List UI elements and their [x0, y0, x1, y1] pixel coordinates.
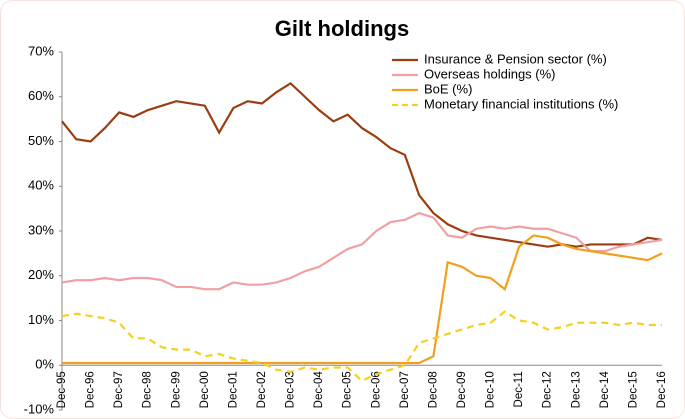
x-tick-label: Dec-05: [342, 371, 354, 408]
x-tick-label: Dec-13: [570, 371, 582, 408]
x-tick-label: Dec-08: [427, 371, 439, 408]
x-tick-label: Dec-12: [542, 371, 554, 408]
x-tick-label: Dec-95: [56, 371, 68, 408]
x-tick-label: Dec-02: [256, 371, 268, 408]
y-tick-label: -10%: [24, 401, 55, 416]
series-line: [61, 211, 663, 291]
y-tick-label: 60%: [28, 88, 54, 103]
chart-title: Gilt holdings: [275, 16, 409, 41]
x-tick-label: Dec-01: [227, 371, 239, 408]
x-tick-label: Dec-09: [456, 371, 468, 408]
x-tick-label: Dec-16: [656, 371, 668, 408]
x-tick-label: Dec-06: [370, 371, 382, 408]
series-line: [62, 234, 663, 365]
y-tick-label: 70%: [28, 43, 54, 58]
x-tick-label: Dec-96: [85, 371, 97, 408]
legend-label: Insurance & Pension sector (%): [424, 51, 607, 66]
y-tick-label: 0%: [35, 357, 54, 372]
y-tick-label: 50%: [28, 133, 54, 148]
x-tick-label: Dec-11: [513, 371, 525, 407]
legend-label: Monetary financial institutions (%): [424, 96, 618, 111]
x-tick-label: Dec-07: [399, 371, 411, 408]
x-tick-label: Dec-97: [113, 371, 125, 408]
x-tick-label: Dec-15: [627, 371, 639, 408]
y-tick-label: 40%: [28, 178, 54, 193]
y-tick-label: 10%: [28, 312, 54, 327]
x-tick-label: Dec-10: [485, 371, 497, 408]
x-tick-label: Dec-00: [199, 371, 211, 408]
y-tick-label: 20%: [28, 267, 54, 282]
legend-label: BoE (%): [424, 81, 472, 96]
x-tick-label: Dec-04: [313, 371, 325, 409]
legend-label: Overseas holdings (%): [424, 66, 556, 81]
x-tick-label: Dec-14: [599, 371, 611, 409]
x-tick-label: Dec-98: [142, 371, 154, 408]
x-tick-label: Dec-99: [170, 371, 182, 408]
x-tick-label: Dec-03: [285, 371, 297, 408]
series-line: [61, 310, 662, 383]
y-tick-label: 30%: [28, 222, 54, 237]
